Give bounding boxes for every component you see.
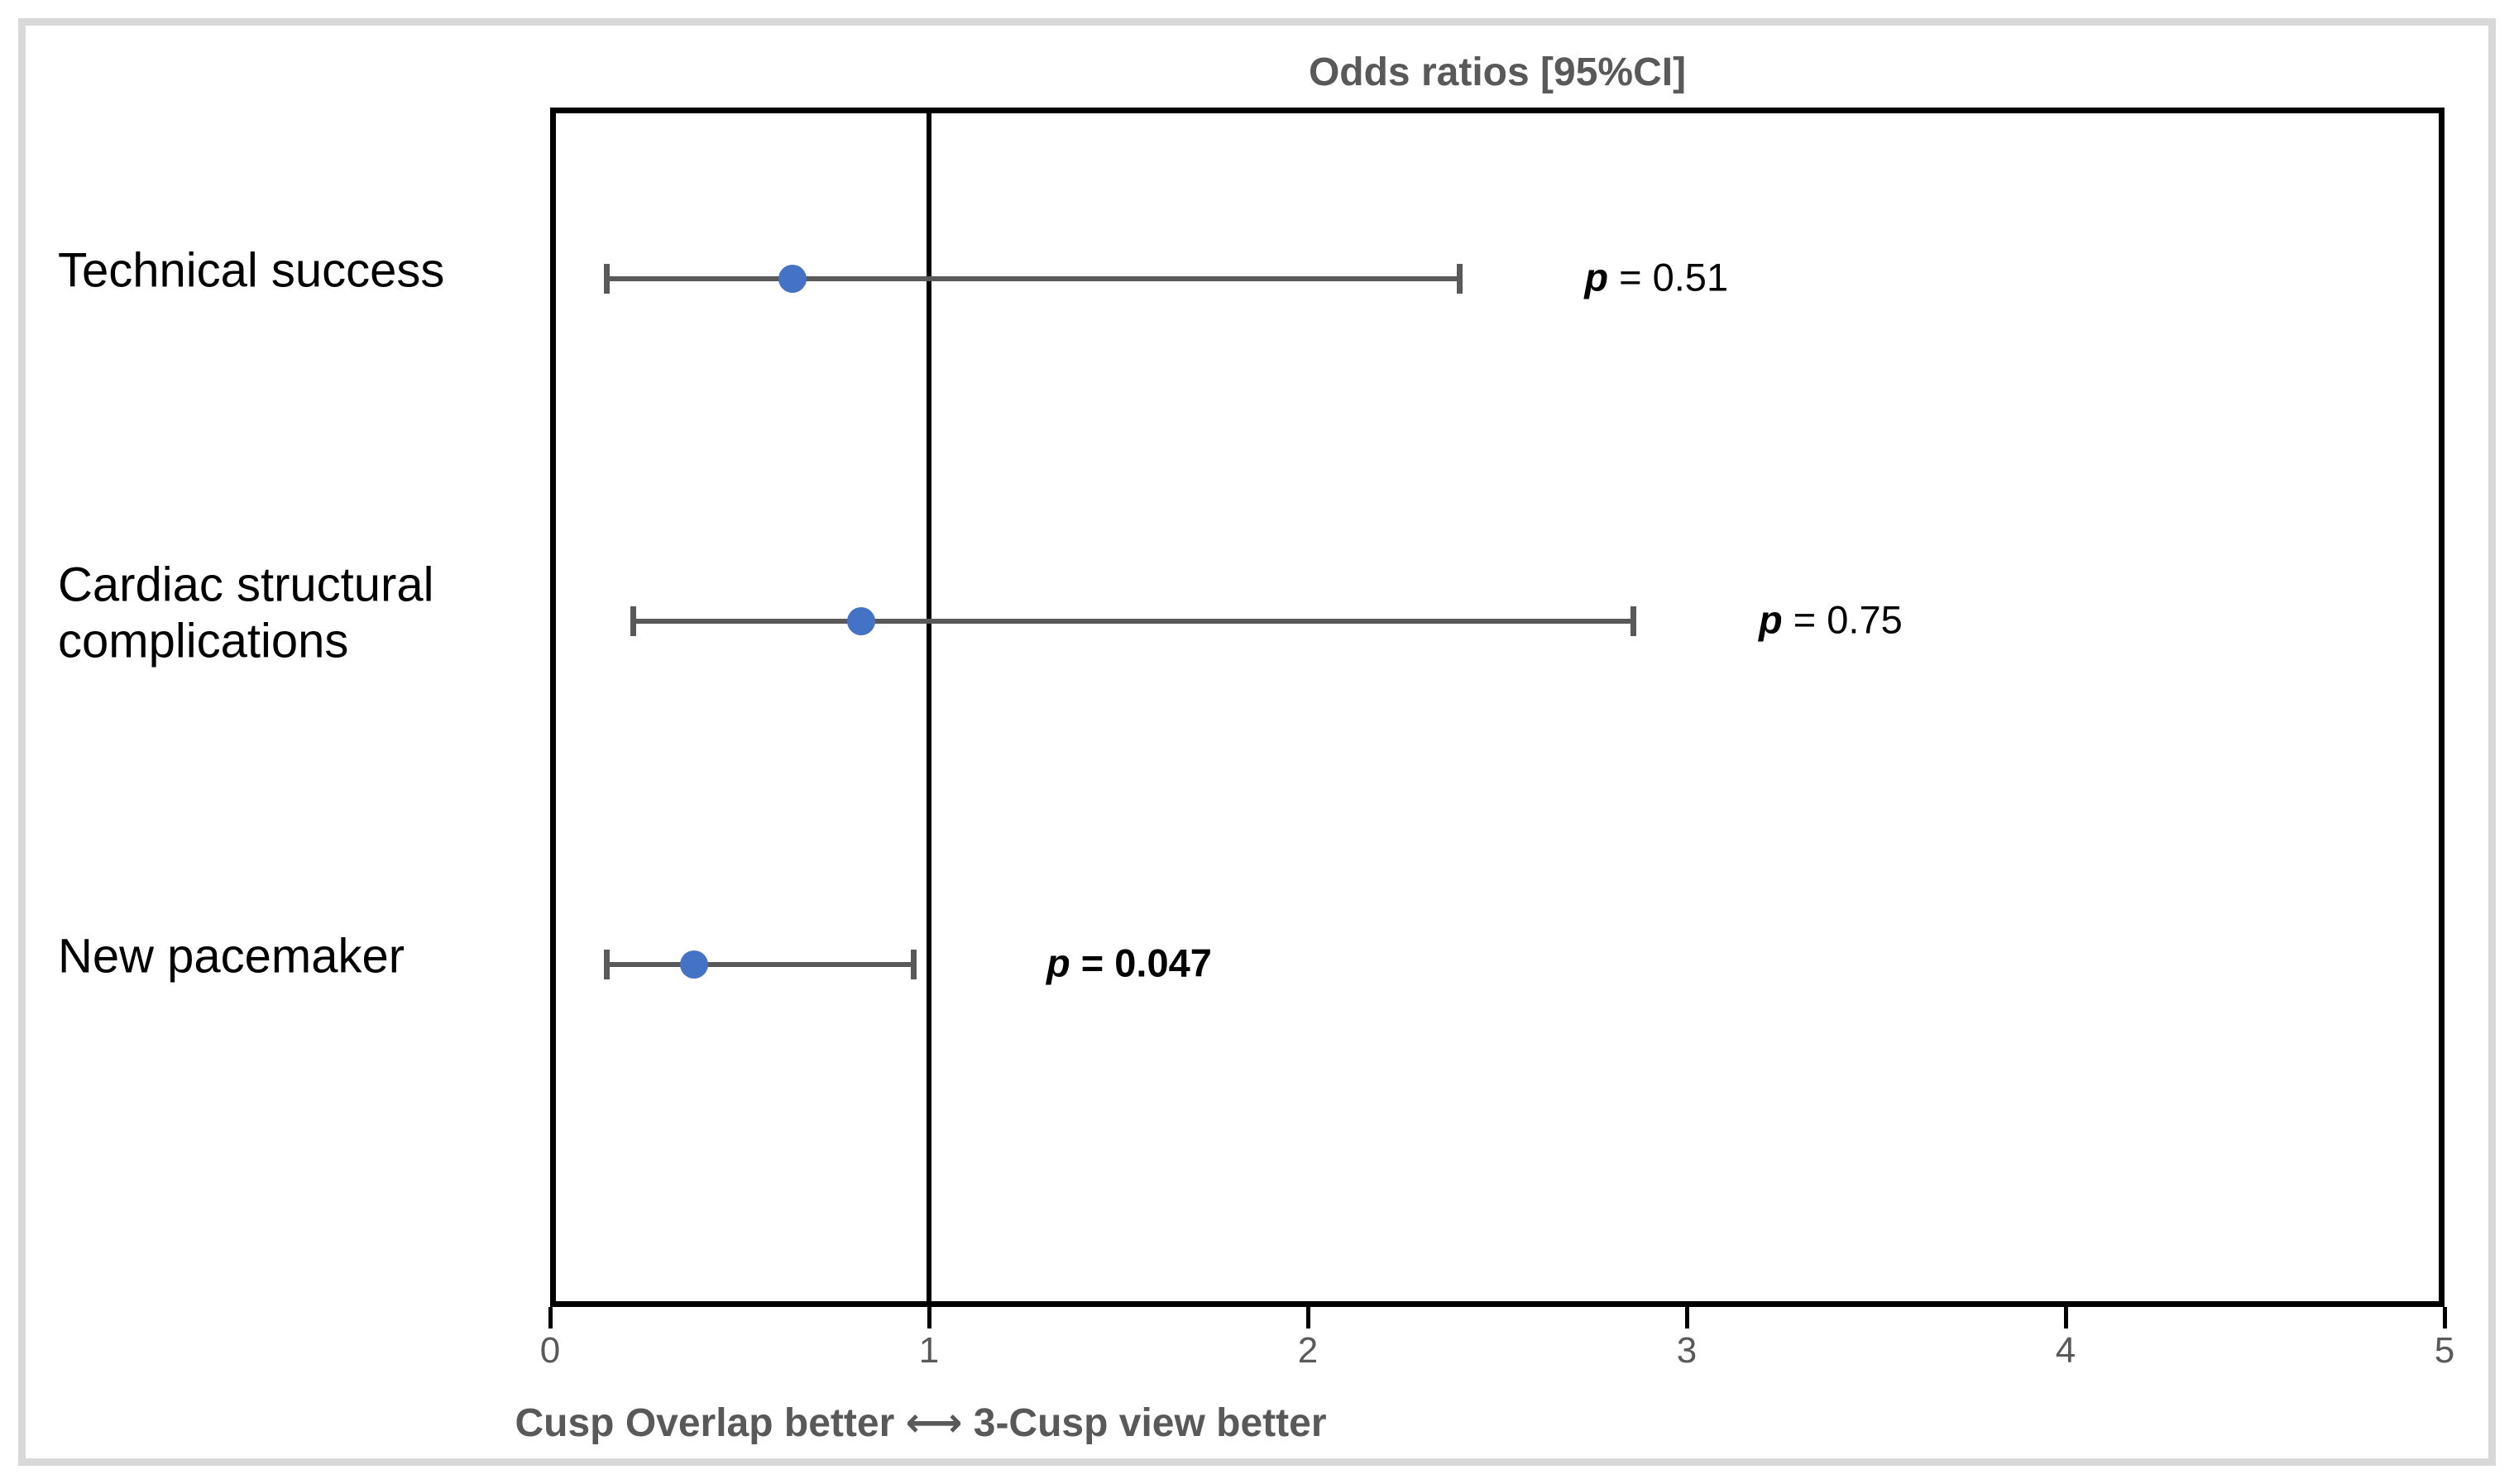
x-tick-mark [1684,1307,1689,1328]
p-value-text: = 0.047 [1070,941,1212,985]
row-label-line: complications [58,614,349,668]
row-label: Technical success [58,243,444,299]
x-tick-label: 1 [918,1330,940,1371]
ci-cap-low [604,949,611,979]
row-label: New pacemaker [58,928,405,984]
odds-ratio-marker [846,607,875,636]
plot-area [550,108,2445,1307]
reference-line [927,108,931,1307]
ci-whisker [606,276,1460,282]
row-label-line: New pacemaker [58,929,405,984]
ci-cap-high [1631,606,1637,637]
x-axis-label: Cusp Overlap better ⟷ 3-Cusp view better [515,1401,1327,1445]
p-symbol: p [1046,941,1070,985]
p-value-text: = 0.75 [1782,597,1903,642]
p-value-label: p = 0.51 [1584,254,1728,299]
ci-cap-high [911,949,917,979]
chart-title: Odds ratios [95%CI] [1308,50,1687,94]
x-tick-mark [548,1307,553,1328]
ci-cap-low [604,264,611,294]
x-tick-label: 4 [2055,1330,2076,1371]
x-tick-mark [927,1307,931,1328]
p-symbol: p [1759,597,1783,642]
row-label: Cardiac structural complications [58,558,433,669]
row-label-line: Cardiac structural [58,558,434,613]
ci-whisker [606,961,914,967]
ci-whisker [633,619,1634,625]
x-tick-label: 2 [1297,1330,1319,1371]
odds-ratio-marker [680,950,709,979]
x-tick-label: 3 [1676,1330,1698,1371]
x-tick-mark [2442,1307,2447,1328]
row-label-line: Technical success [58,243,445,298]
x-tick-mark [1305,1307,1310,1328]
figure-border [18,18,2496,1466]
ci-cap-low [630,606,637,637]
x-tick-mark [2063,1307,2068,1328]
odds-ratio-marker [778,265,807,294]
p-value-label: p = 0.047 [1046,940,1212,985]
p-value-text: = 0.51 [1608,255,1729,299]
x-tick-label: 5 [2434,1330,2455,1371]
p-symbol: p [1584,255,1609,299]
x-tick-label: 0 [539,1330,561,1371]
ci-cap-high [1456,264,1463,294]
p-value-label: p = 0.75 [1759,597,1903,643]
